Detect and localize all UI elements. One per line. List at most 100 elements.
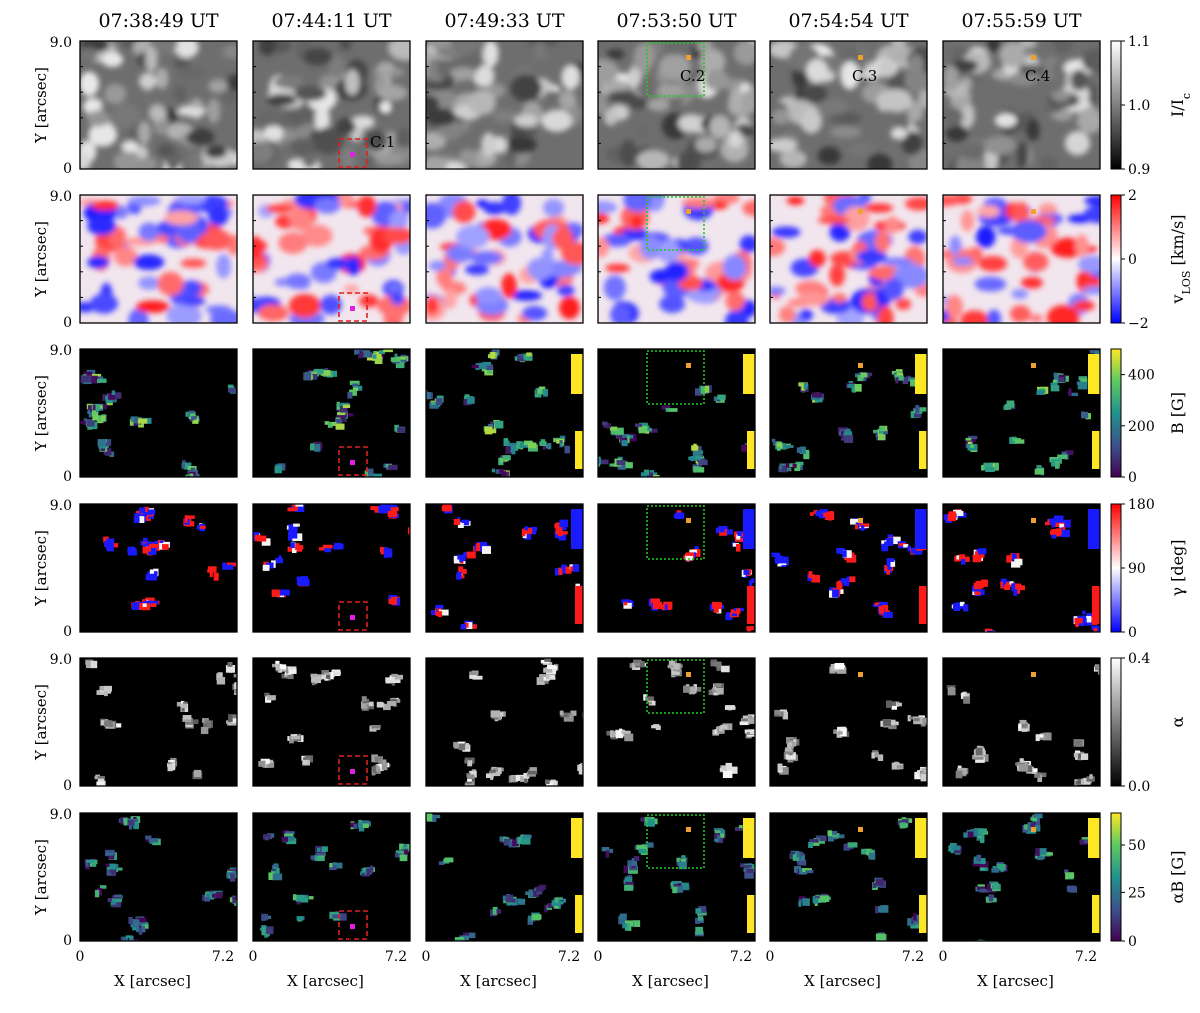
c4-label: C.4 [1025, 67, 1050, 85]
map-panel: C.1 [252, 40, 411, 170]
map-panel: 9.0 0 Y [arcsec] [32, 498, 238, 640]
colorbar-tick-label: 0.9 [1128, 162, 1150, 178]
c4-marker [1031, 827, 1036, 832]
map-panel [942, 348, 1101, 478]
c2-marker [686, 363, 691, 368]
x-tick-label: 7.2 [730, 949, 752, 965]
x-tick-label: 7.2 [558, 949, 580, 965]
map-panel: 9.0 0 Y [arcsec] [32, 35, 238, 177]
c1-region-box [338, 755, 368, 785]
x-tick-label: 0 [939, 949, 948, 965]
c4-marker [1031, 363, 1036, 368]
c2-region-box [646, 505, 705, 560]
map-panel [425, 657, 584, 787]
y-tick-label: 9.0 [50, 498, 72, 514]
map-panel [769, 657, 928, 787]
map-panel [252, 348, 411, 478]
colorbar: 0.4 0.0 α [1110, 651, 1187, 795]
timestamp-title: 07:38:49 UT [98, 10, 218, 32]
c2-region-box [646, 196, 705, 251]
map-panel: 0 7.2 X [arcsec] [766, 812, 928, 990]
x-tick-label: 0 [249, 949, 258, 965]
map-panel [425, 348, 584, 478]
y-tick-label: 9.0 [50, 652, 72, 668]
map-panel [597, 194, 756, 324]
timestamp-title: 07:54:54 UT [788, 10, 908, 32]
x-tick-label: 0 [594, 949, 603, 965]
map-panel: 9.0 0 Y [arcsec] 0 7.2 X [arcsec] [32, 807, 238, 990]
c3-marker [858, 827, 863, 832]
c1-region-box [338, 910, 368, 940]
map-panel [425, 503, 584, 633]
colorbar-label: α [1168, 716, 1187, 727]
c1-region-box [338, 138, 368, 168]
y-axis-label: Y [arcsec] [32, 839, 50, 916]
x-tick-label: 0 [422, 949, 431, 965]
map-panel: C.3 [769, 40, 928, 170]
c1-label: C.1 [370, 133, 395, 151]
c1-marker [350, 615, 355, 620]
x-tick-label: 7.2 [1075, 949, 1097, 965]
colorbar-tick-label: 0 [1128, 252, 1137, 268]
c4-marker [1031, 55, 1036, 60]
colorbar-tick-label: 0 [1128, 625, 1137, 641]
map-panel [769, 194, 928, 324]
c2-marker [686, 827, 691, 832]
colorbar-tick-label: 200 [1128, 419, 1155, 435]
timestamp-title: 07:44:11 UT [271, 10, 391, 32]
x-tick-label: 0 [766, 949, 775, 965]
y-tick-label: 0 [63, 778, 72, 794]
map-panel [252, 194, 411, 324]
colorbar-label: B [G] [1168, 392, 1187, 434]
map-panel: C.2 [597, 40, 756, 170]
colorbar: 50 25 0 αB [G] [1110, 812, 1187, 950]
colorbar-tick-label: 400 [1128, 368, 1155, 384]
c3-marker [858, 518, 863, 523]
c1-marker [350, 152, 355, 157]
c3-marker [858, 363, 863, 368]
c1-marker [350, 306, 355, 311]
c2-region-box [646, 659, 705, 714]
colorbar-tick-label: 25 [1128, 885, 1146, 901]
c4-marker [1031, 672, 1036, 677]
c1-region-box [338, 446, 368, 476]
c3-marker [858, 209, 863, 214]
map-panel [597, 503, 756, 633]
map-panel [942, 657, 1101, 787]
y-tick-label: 0 [63, 315, 72, 331]
map-panel [252, 503, 411, 633]
c4-marker [1031, 518, 1036, 523]
c1-marker [350, 924, 355, 929]
colorbar-tick-label: 90 [1128, 561, 1146, 577]
map-panel: 0 7.2 X [arcsec] [939, 812, 1101, 990]
c2-region-box [646, 814, 705, 869]
c2-label: C.2 [680, 67, 705, 85]
x-axis-label: X [arcsec] [287, 972, 364, 990]
colorbar-tick-label: 0 [1128, 934, 1137, 950]
map-panel [942, 503, 1101, 633]
y-axis-label: Y [arcsec] [32, 221, 50, 298]
timestamp-title: 07:55:59 UT [961, 10, 1081, 32]
colorbar-label: vLOS [km/s] [1168, 215, 1193, 305]
map-panel: 0 7.2 X [arcsec] [249, 812, 411, 990]
c4-marker [1031, 209, 1036, 214]
y-tick-label: 9.0 [50, 343, 72, 359]
map-panel: 9.0 0 Y [arcsec] [32, 189, 238, 331]
map-panel: 9.0 0 Y [arcsec] [32, 343, 238, 485]
colorbar-tick-label: 0.4 [1128, 651, 1150, 667]
colorbar-tick-label: −2 [1128, 316, 1149, 332]
y-tick-label: 0 [63, 469, 72, 485]
y-axis-label: Y [arcsec] [32, 375, 50, 452]
map-panel: 0 7.2 X [arcsec] [594, 812, 756, 990]
timestamp-title: 07:49:33 UT [444, 10, 564, 32]
colorbar-label: I/Ic [1168, 93, 1193, 117]
y-tick-label: 0 [63, 161, 72, 177]
colorbar: 1.1 1.0 0.9 I/Ic [1110, 34, 1193, 178]
colorbar-tick-label: 180 [1128, 497, 1155, 513]
c2-region-box [646, 350, 705, 405]
y-tick-label: 9.0 [50, 807, 72, 823]
x-axis-label: X [arcsec] [804, 972, 881, 990]
colorbar: 2 0 −2 vLOS [km/s] [1110, 188, 1193, 332]
map-panel: 0 7.2 X [arcsec] [422, 812, 584, 990]
y-tick-label: 9.0 [50, 35, 72, 51]
